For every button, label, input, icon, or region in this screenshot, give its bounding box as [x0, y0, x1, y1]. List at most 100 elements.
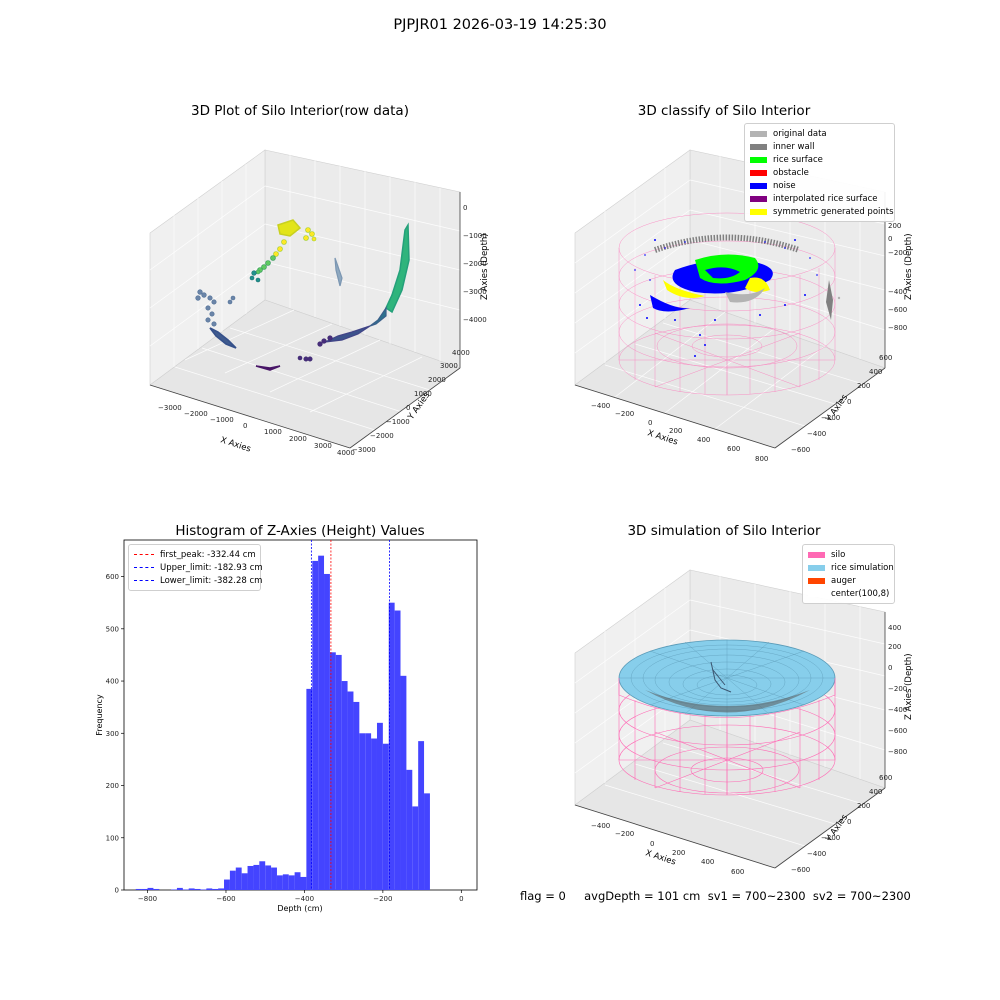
histogram-bar: [382, 743, 389, 890]
classify-z-tick: −200: [888, 249, 907, 257]
histogram-y-label: Frequency: [95, 694, 104, 736]
histogram-bar: [276, 875, 283, 890]
histogram-reference-lines: [310, 540, 390, 890]
legend-swatch: [750, 143, 767, 150]
simulation-y-tick: 0: [847, 818, 851, 826]
histogram-bar: [347, 691, 354, 890]
legend-swatch: [750, 195, 767, 202]
legend-swatch: [750, 208, 767, 215]
legend-item: auger: [808, 574, 889, 587]
legend-swatch: [750, 182, 767, 189]
simulation-z-tick: −400: [888, 706, 907, 714]
legend-item: center(100,8): [808, 587, 889, 600]
raw-x-tick: −1000: [210, 416, 234, 424]
classify-x-tick: 800: [755, 455, 768, 463]
histogram-bar: [188, 888, 195, 890]
histogram-bar: [253, 864, 260, 890]
legend-label: Lower_limit: -382.28 cm: [160, 575, 263, 586]
classify-x-tick: 400: [697, 436, 710, 444]
raw-z-label: Z Axies (Depth): [480, 233, 490, 300]
legend-item: symmetric generated points: [750, 205, 894, 218]
legend-item: rice surface: [750, 153, 889, 166]
histogram-bar: [176, 887, 183, 890]
raw-y-tick: 4000: [452, 349, 470, 357]
raw-3d-plot: −3000 −2000 −1000 0 1000 2000 3000 4000 …: [149, 149, 490, 457]
histogram-bar: [341, 681, 348, 890]
histogram-bar: [141, 888, 148, 890]
histogram-bar: [229, 870, 236, 890]
classify-z-tick: 0: [888, 235, 892, 243]
raw-y-tick: 1000: [414, 390, 432, 398]
legend-label: interpolated rice surface: [773, 193, 878, 204]
histogram-bar: [412, 806, 419, 890]
classify-x-tick: 0: [648, 419, 652, 427]
histogram-legend: first_peak: -332.44 cm Upper_limit: -182…: [128, 544, 263, 591]
classify-z-tick: −800: [888, 324, 907, 332]
histogram-bar: [265, 865, 272, 890]
histogram-bar: [371, 738, 377, 890]
classify-z-tick: −400: [888, 288, 907, 296]
histogram-bar: [406, 769, 413, 890]
legend-item: interpolated rice surface: [750, 192, 889, 205]
histogram-bar: [288, 875, 295, 890]
classify-z-label: Z Axies (Depth): [904, 233, 914, 300]
histogram-bar: [400, 675, 407, 890]
raw-plot-title: 3D Plot of Silo Interior(row data): [191, 103, 409, 119]
classify-z-tick: 200: [888, 222, 901, 230]
figure-title: PJPJR01 2026-03-19 14:25:30: [393, 17, 607, 33]
simulation-z-tick: −200: [888, 685, 907, 693]
raw-z-tick: −1000: [463, 232, 487, 240]
x-tick-label: −600: [216, 895, 235, 903]
histogram-bar: [206, 888, 213, 890]
histogram-bar: [194, 888, 201, 890]
legend-line: [134, 567, 154, 568]
histogram-bars: [135, 555, 430, 890]
legend-swatch: [750, 156, 767, 163]
classify-points: [634, 234, 841, 357]
histogram-bar: [394, 610, 401, 890]
legend-label: auger: [831, 575, 856, 586]
histogram-bar: [147, 887, 154, 890]
histogram-bar: [335, 654, 342, 890]
histogram-bar: [306, 688, 313, 890]
x-tick-label: −800: [138, 895, 157, 903]
legend-item: noise: [750, 179, 889, 192]
classify-plot-title: 3D classify of Silo Interior: [637, 103, 811, 119]
legend-label: original data: [773, 128, 827, 139]
classify-y-tick: 0: [847, 398, 851, 406]
histogram-y-ticks: 0 100 200 300 400 500 600: [106, 573, 124, 895]
simulation-legend: silo rice simulation auger center(100,8): [802, 544, 895, 604]
histogram-bar: [259, 861, 266, 890]
y-tick-label: 600: [106, 573, 119, 581]
legend-label: inner wall: [773, 141, 815, 152]
histogram-bar: [418, 741, 425, 890]
raw-x-tick: 2000: [289, 435, 307, 443]
legend-swatch: [750, 169, 767, 176]
simulation-x-tick: −200: [615, 830, 634, 838]
raw-y-tick: −2000: [370, 432, 394, 440]
histogram-title: Histogram of Z-Axies (Height) Values: [175, 523, 425, 539]
simulation-z-tick: 0: [888, 664, 892, 672]
simulation-z-tick: 400: [888, 624, 901, 632]
legend-line: [134, 554, 154, 555]
y-tick-label: 200: [106, 782, 119, 790]
raw-y-tick: 0: [406, 404, 410, 412]
simulation-3d-plot: −400 −200 0 200 400 600 −600 −400 −200 0…: [574, 569, 914, 876]
histogram-bar: [212, 888, 219, 890]
simulation-x-tick: 200: [672, 849, 685, 857]
legend-item: Upper_limit: -182.93 cm: [134, 561, 263, 574]
histogram-x-ticks: −800 −600 −400 −200 0: [138, 890, 464, 903]
simulation-y-tick: −200: [821, 834, 840, 842]
histogram-bar: [359, 733, 366, 890]
classify-x-tick: −400: [591, 402, 610, 410]
histogram-bar: [241, 873, 248, 890]
classify-x-tick: −200: [615, 410, 634, 418]
legend-swatch: [808, 577, 825, 584]
simulation-z-tick: −800: [888, 748, 907, 756]
histogram-bar: [318, 555, 325, 890]
legend-label: symmetric generated points: [773, 206, 894, 217]
raw-x-tick: 0: [243, 422, 247, 430]
histogram-bar: [324, 573, 330, 890]
legend-item: Lower_limit: -382.28 cm: [134, 574, 262, 587]
raw-x-tick: 3000: [314, 442, 332, 450]
